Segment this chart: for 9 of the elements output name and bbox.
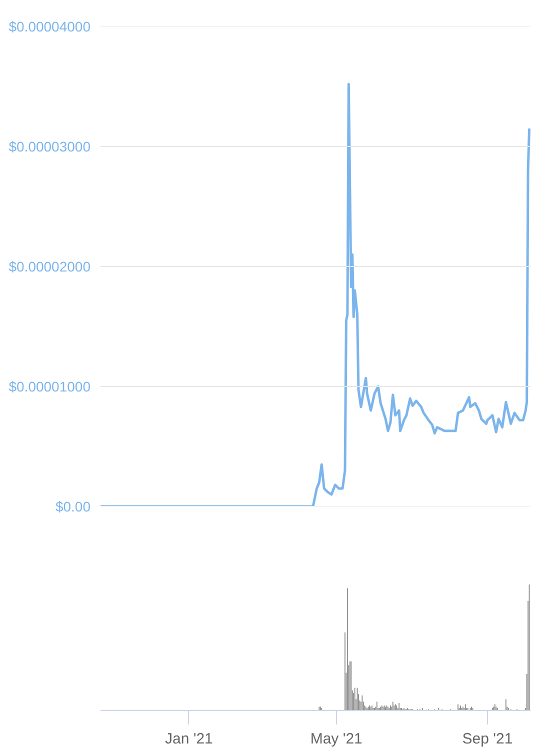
y-tick-label: $0.00004000 xyxy=(8,18,91,34)
y-tick-label: $0.00003000 xyxy=(8,138,91,154)
y-tick-label: $0.00 xyxy=(55,498,91,514)
x-tick-label: Jan '21 xyxy=(165,730,213,748)
x-tick-label: Sep '21 xyxy=(462,730,513,748)
y-tick-label: $0.00002000 xyxy=(8,258,91,274)
y-tick-label: $0.00001000 xyxy=(8,378,91,394)
x-tick-label: May '21 xyxy=(310,730,362,748)
line-series xyxy=(100,82,530,506)
